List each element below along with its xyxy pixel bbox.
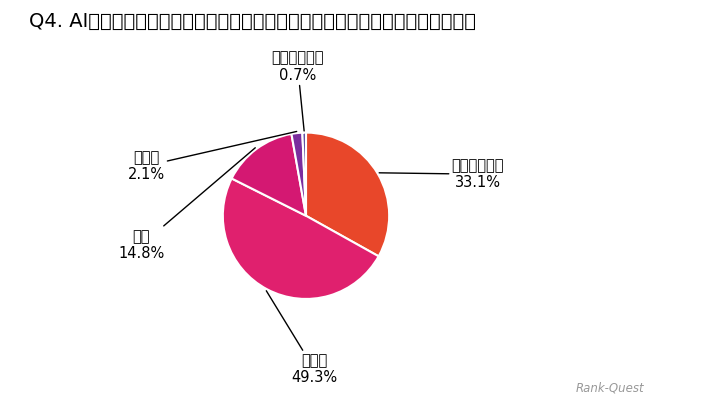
Text: Rank-Quest: Rank-Quest (576, 381, 644, 395)
Text: Q4. AIライティングで生成したコンテンツの品質を、どのように評価しますか？: Q4. AIライティングで生成したコンテンツの品質を、どのように評価しますか？ (29, 12, 476, 31)
Text: 普通
14.8%: 普通 14.8% (118, 148, 256, 261)
Wedge shape (222, 178, 379, 299)
Wedge shape (302, 133, 306, 216)
Wedge shape (232, 134, 306, 216)
Text: 低品質
2.1%: 低品質 2.1% (127, 132, 297, 182)
Wedge shape (292, 133, 306, 216)
Wedge shape (306, 133, 390, 256)
Text: 非常に高品質
33.1%: 非常に高品質 33.1% (379, 158, 504, 190)
Text: 非常に低品質
0.7%: 非常に低品質 0.7% (271, 50, 324, 131)
Text: 高品質
49.3%: 高品質 49.3% (266, 291, 338, 386)
